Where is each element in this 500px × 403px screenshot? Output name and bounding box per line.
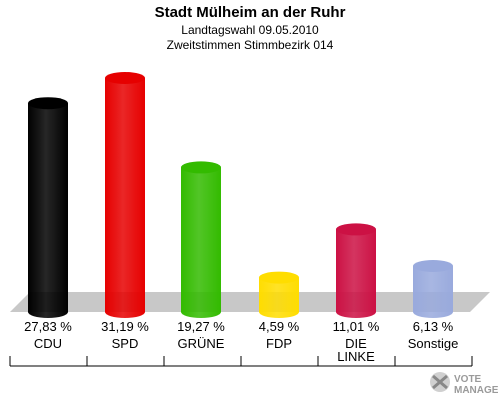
category-label: FDP: [266, 336, 292, 351]
category-axis: 27,83 % CDU 31,19 % SPD 19,27 % GRÜNE 4,59 % FD…: [9, 319, 473, 367]
category-label: DIE: [345, 336, 367, 351]
chart-title: Stadt Mülheim an der Ruhr: [154, 4, 346, 21]
chart-subtitle-election: Landtagswahl 09.05.2010: [181, 23, 319, 37]
bar-fdp: [259, 271, 299, 318]
category-label: SPD: [112, 336, 139, 351]
category-label: GRÜNE: [178, 336, 225, 351]
logo-text-manager: MANAGER: [454, 385, 498, 396]
bar-sonstige: [413, 260, 453, 318]
value-label: 6,13 %: [413, 319, 454, 334]
value-label: 31,19 %: [101, 319, 149, 334]
bar-spd: [105, 72, 145, 318]
category-label: CDU: [34, 336, 62, 351]
bar-grüne: [181, 161, 221, 318]
category-label: Sonstige: [408, 336, 459, 351]
chart-subtitle-district: Zweitstimmen Stimmbezirk 014: [166, 38, 334, 52]
bars-group: [28, 72, 453, 319]
bar-cdu: [28, 97, 68, 319]
category-label: LINKE: [337, 349, 375, 364]
value-label: 27,83 %: [24, 319, 72, 334]
vote-manager-cross-icon: [430, 372, 450, 392]
value-label: 19,27 %: [177, 319, 225, 334]
value-label: 4,59 %: [259, 319, 300, 334]
logo-text-vote: VOTE: [454, 374, 482, 385]
value-label: 11,01 %: [333, 319, 380, 334]
vote-manager-logo: VOTE MANAGER: [428, 368, 500, 398]
bar-die-linke: [336, 223, 376, 318]
